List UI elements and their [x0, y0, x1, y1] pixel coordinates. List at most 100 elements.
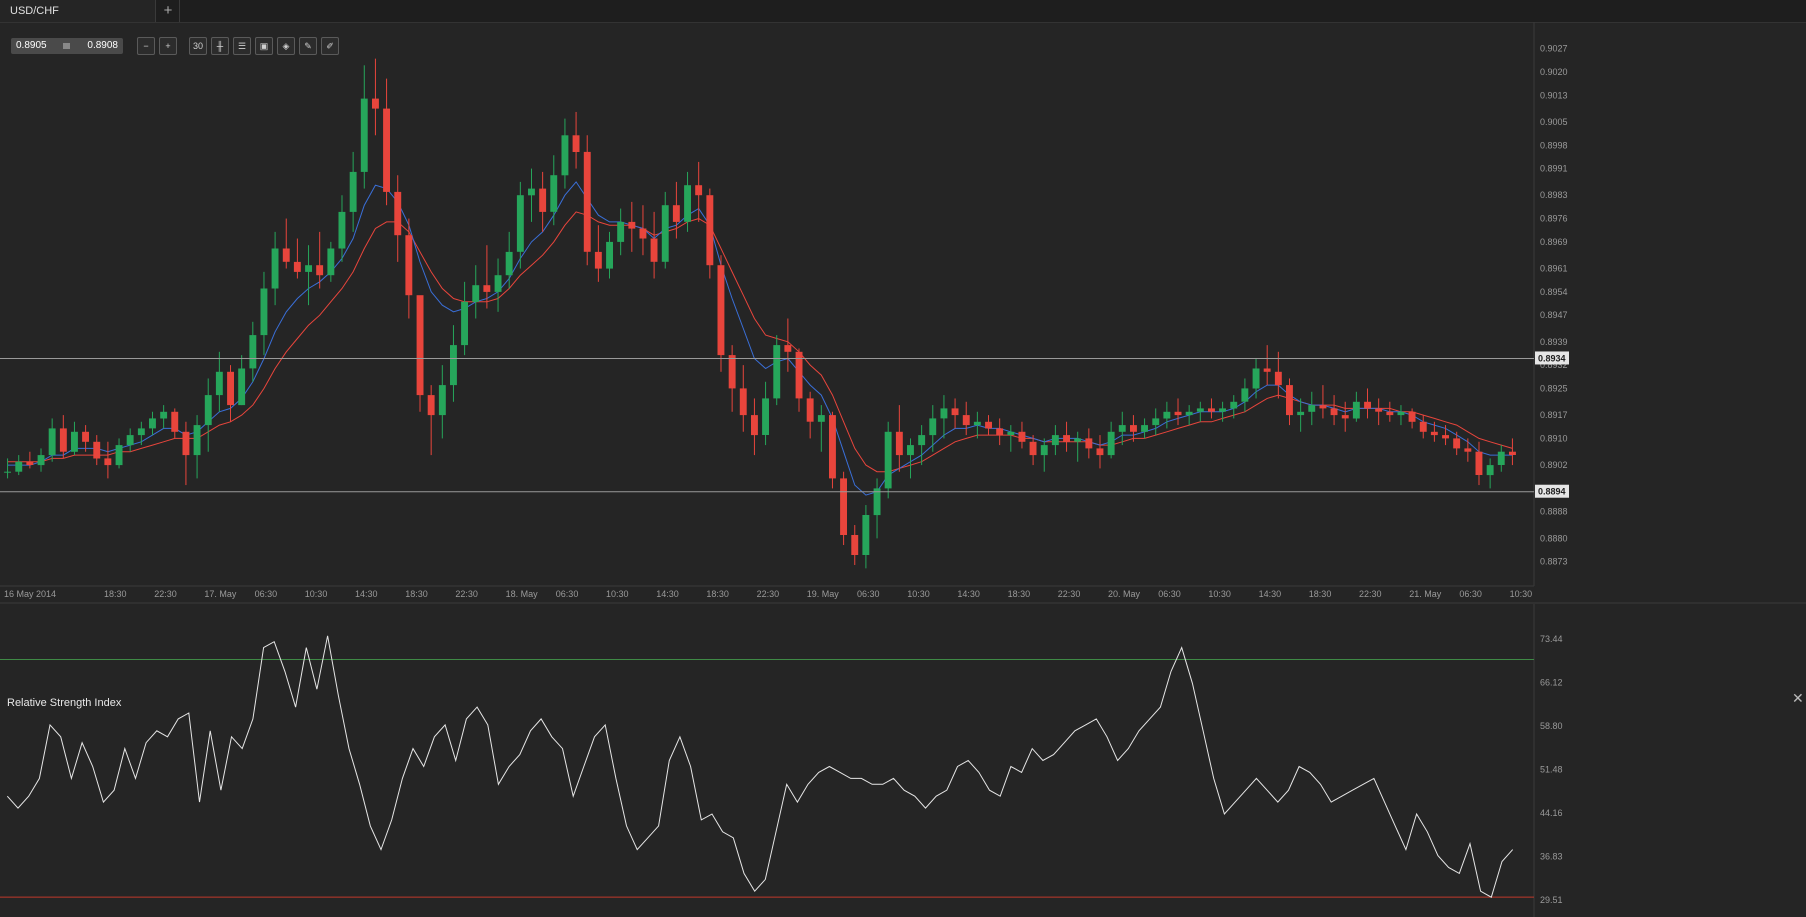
- candle-body: [137, 428, 145, 436]
- time-tick-label: 21. May: [1409, 589, 1442, 599]
- candle-body: [1141, 425, 1148, 432]
- candle-body: [1219, 408, 1226, 412]
- price-tick-label: 0.8976: [1540, 214, 1568, 224]
- time-tick-label: 06:30: [857, 589, 880, 599]
- candle-body: [1096, 448, 1104, 456]
- candle-body: [1497, 451, 1505, 465]
- edit-icon[interactable]: ✎: [299, 37, 317, 55]
- time-tick-label: 18:30: [1008, 589, 1031, 599]
- zoom-in-icon[interactable]: +: [159, 37, 177, 55]
- candle-body: [59, 428, 67, 452]
- candle-body: [1029, 441, 1037, 456]
- candle-body: [695, 185, 703, 196]
- time-tick-label: 10:30: [907, 589, 930, 599]
- price-tick-label: 0.8873: [1540, 557, 1568, 567]
- price-tick-label: 0.8880: [1540, 533, 1568, 543]
- candle-body: [528, 188, 535, 196]
- time-tick-label: 10:30: [305, 589, 328, 599]
- candle-body: [606, 241, 613, 269]
- price-tick-label: 0.8961: [1540, 264, 1568, 274]
- candle-body: [1308, 405, 1316, 412]
- candle-body: [895, 431, 903, 456]
- tab-label: USD/CHF: [10, 5, 59, 17]
- candle-body: [126, 435, 134, 446]
- rsi-close-icon[interactable]: ✕: [1792, 690, 1804, 706]
- candle-body: [427, 395, 435, 416]
- candle-body: [82, 431, 89, 442]
- candle-body: [115, 445, 123, 466]
- candle-body: [840, 478, 847, 535]
- time-tick-label: 10:30: [1510, 589, 1533, 599]
- draw-icon[interactable]: ✐: [321, 37, 339, 55]
- price-tick-label: 0.8983: [1540, 190, 1568, 200]
- time-tick-label: 22:30: [154, 589, 177, 599]
- candle-body: [1007, 431, 1015, 436]
- chart-template-icon[interactable]: ▣: [255, 37, 273, 55]
- candle-body: [238, 368, 246, 406]
- zoom-out-icon[interactable]: −: [137, 37, 155, 55]
- level-price-label: 0.8934: [1538, 353, 1566, 363]
- candle-body: [929, 418, 937, 436]
- candle-body: [1185, 411, 1193, 416]
- rsi-title: Relative Strength Index: [7, 697, 122, 709]
- candle-body: [472, 285, 480, 302]
- candle-body: [1130, 425, 1137, 432]
- candle-body: [1018, 431, 1026, 442]
- bid-ask-box[interactable]: 0.8905 0.8908: [11, 38, 123, 54]
- add-tab-button[interactable]: +: [157, 0, 180, 22]
- candle-body: [817, 415, 825, 422]
- candle-body: [1442, 435, 1449, 439]
- rsi-line: [6, 635, 1514, 898]
- candle-body: [193, 425, 201, 456]
- candle-body: [728, 355, 736, 389]
- time-tick-label: 06:30: [1459, 589, 1482, 599]
- candle-body: [918, 435, 926, 446]
- candle-body: [962, 415, 970, 426]
- candle-body: [829, 415, 836, 479]
- candle-body: [293, 261, 301, 272]
- candlestick-type-icon[interactable]: ╫: [211, 37, 229, 55]
- time-tick-label: 19. May: [807, 589, 840, 599]
- time-tick-label: 10:30: [606, 589, 629, 599]
- time-tick-label: 14:30: [1259, 589, 1282, 599]
- time-tick-label: 14:30: [355, 589, 378, 599]
- candle-body: [784, 345, 792, 352]
- candle-body: [873, 488, 881, 516]
- rsi-tick-label: 58.80: [1540, 721, 1563, 731]
- candle-body: [160, 411, 168, 419]
- price-tick-label: 0.8939: [1540, 337, 1568, 347]
- candle-body: [1430, 431, 1438, 436]
- candle-body: [1364, 401, 1371, 409]
- ma-slow-line: [7, 211, 1513, 473]
- time-tick-label: 14:30: [656, 589, 679, 599]
- candle-body: [1386, 411, 1394, 416]
- objects-icon[interactable]: ◈: [277, 37, 295, 55]
- candle-body: [494, 275, 502, 292]
- timeframe-30m-icon[interactable]: 30: [189, 37, 207, 55]
- candle-body: [182, 431, 190, 456]
- candle-body: [751, 415, 758, 436]
- indicators-icon[interactable]: ☰: [233, 37, 251, 55]
- candle-body: [583, 151, 591, 252]
- time-tick-label: 18:30: [706, 589, 729, 599]
- level-price-label: 0.8894: [1538, 487, 1566, 497]
- time-tick-label: 20. May: [1108, 589, 1141, 599]
- candle-body: [594, 251, 602, 269]
- candle-body: [851, 535, 859, 555]
- candle-body: [1241, 388, 1249, 402]
- candle-body: [349, 171, 357, 212]
- candle-body: [1208, 408, 1215, 412]
- candle-body: [1152, 418, 1160, 426]
- candle-body: [1419, 421, 1427, 432]
- candle-body: [1174, 411, 1182, 416]
- candle-body: [1274, 371, 1282, 386]
- candle-body: [394, 191, 402, 236]
- candle-body: [316, 265, 324, 276]
- candle-body: [1509, 451, 1516, 455]
- price-tick-label: 0.8895: [1540, 483, 1568, 493]
- bid-price: 0.8905: [16, 40, 47, 51]
- price-tick-label: 0.8991: [1540, 164, 1568, 174]
- price-tick-label: 0.8888: [1540, 507, 1568, 517]
- tab-usdchf[interactable]: USD/CHF: [0, 0, 156, 22]
